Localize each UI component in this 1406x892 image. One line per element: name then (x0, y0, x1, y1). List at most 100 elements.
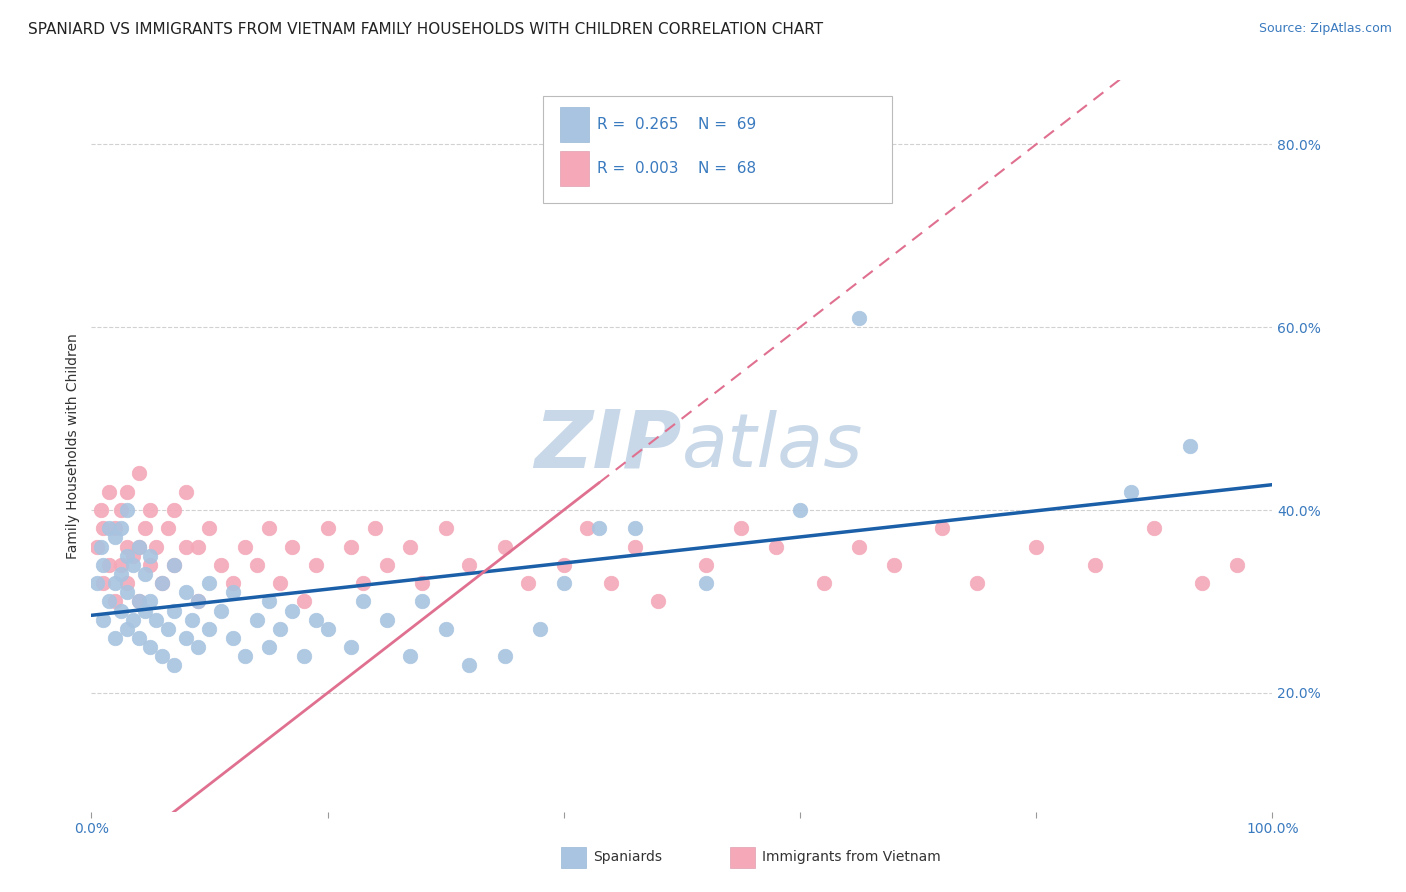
Point (352, 576, 374, 591)
FancyBboxPatch shape (543, 96, 893, 203)
Point (209, 604, 232, 618)
Point (458, 558, 481, 572)
Point (305, 613, 328, 627)
Point (281, 604, 304, 618)
Point (104, 530, 127, 544)
Point (98, 521, 121, 535)
Text: ZIP: ZIP (534, 407, 682, 485)
Point (139, 640, 162, 655)
Point (1226, 558, 1249, 572)
Point (281, 540, 304, 554)
Point (257, 640, 280, 655)
Point (529, 622, 551, 636)
Point (765, 540, 787, 554)
Point (848, 540, 870, 554)
Point (115, 576, 138, 591)
Point (399, 540, 422, 554)
Point (375, 613, 398, 627)
Point (198, 521, 221, 535)
Point (292, 649, 315, 664)
Point (269, 622, 291, 636)
Text: Spaniards: Spaniards (593, 850, 662, 864)
Y-axis label: Family Households with Children: Family Households with Children (66, 333, 80, 559)
Point (163, 558, 186, 572)
FancyBboxPatch shape (560, 152, 589, 186)
Point (222, 585, 245, 599)
Point (98, 484, 121, 499)
Point (600, 576, 623, 591)
Point (1178, 439, 1201, 453)
Point (187, 594, 209, 608)
Point (115, 484, 138, 499)
Point (411, 576, 433, 591)
Text: Immigrants from Vietnam: Immigrants from Vietnam (762, 850, 941, 864)
Point (966, 576, 988, 591)
Text: Source: ZipAtlas.com: Source: ZipAtlas.com (1258, 22, 1392, 36)
Point (121, 613, 143, 627)
Point (789, 503, 811, 517)
Point (340, 540, 363, 554)
Point (1119, 484, 1142, 499)
Point (90, 540, 112, 554)
Point (222, 576, 245, 591)
Point (375, 558, 398, 572)
Point (139, 549, 162, 563)
Point (187, 640, 209, 655)
Point (1191, 576, 1213, 591)
Point (411, 594, 433, 608)
Point (121, 558, 143, 572)
Point (91, 613, 114, 627)
Point (257, 594, 280, 608)
Point (98, 594, 121, 608)
Point (695, 576, 717, 591)
Point (883, 558, 905, 572)
Point (150, 576, 173, 591)
Point (104, 594, 127, 608)
Point (139, 558, 162, 572)
Point (458, 658, 481, 673)
Point (1025, 540, 1047, 554)
Point (128, 594, 150, 608)
Point (553, 558, 575, 572)
Point (340, 640, 363, 655)
Point (1143, 521, 1166, 535)
Point (115, 622, 138, 636)
Text: R =  0.265    N =  69: R = 0.265 N = 69 (598, 117, 756, 132)
Point (246, 558, 269, 572)
Point (316, 622, 339, 636)
Point (128, 540, 150, 554)
Text: SPANIARD VS IMMIGRANTS FROM VIETNAM FAMILY HOUSEHOLDS WITH CHILDREN CORRELATION : SPANIARD VS IMMIGRANTS FROM VIETNAM FAMI… (28, 22, 824, 37)
Point (352, 594, 374, 608)
FancyBboxPatch shape (560, 107, 589, 142)
Point (163, 558, 186, 572)
Point (246, 613, 269, 627)
Point (91, 521, 114, 535)
Point (110, 604, 132, 618)
Point (316, 521, 339, 535)
Point (434, 521, 457, 535)
Point (115, 549, 138, 563)
Point (150, 649, 173, 664)
Point (163, 604, 186, 618)
Point (104, 521, 127, 535)
Point (187, 594, 209, 608)
Point (110, 503, 132, 517)
Point (134, 567, 156, 582)
Point (187, 540, 209, 554)
Point (517, 576, 540, 591)
Point (180, 613, 202, 627)
Point (163, 503, 186, 517)
Point (399, 649, 422, 664)
Point (623, 521, 645, 535)
Point (110, 567, 132, 582)
Point (104, 576, 127, 591)
Point (553, 576, 575, 591)
Point (494, 540, 516, 554)
Point (198, 622, 221, 636)
Point (174, 540, 197, 554)
Point (233, 649, 256, 664)
Point (128, 631, 150, 645)
Point (128, 540, 150, 554)
Point (145, 540, 167, 554)
Point (174, 631, 197, 645)
